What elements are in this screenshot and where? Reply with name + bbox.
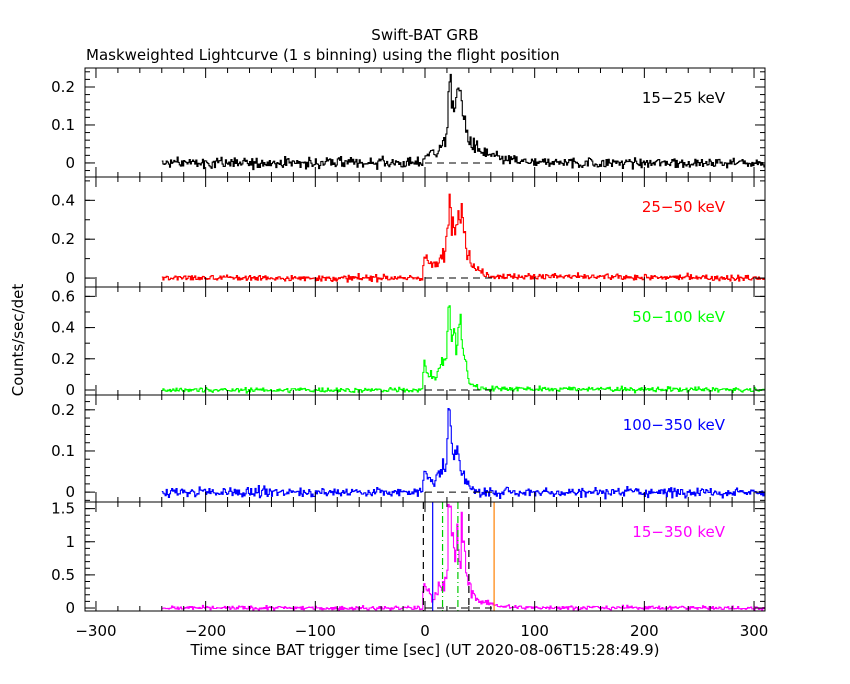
panel-4: 0 0.5 1 1.5 15−350 keV [51,500,766,617]
chart-title: Swift-BAT GRB [371,26,478,44]
x-axis-label: Time since BAT trigger time [sec] (UT 20… [190,641,660,659]
y-tick-label: 0.1 [51,442,75,460]
y-tick-label: 0.2 [51,401,75,419]
panel-frame [84,67,766,178]
y-tick-label: 1.5 [51,500,75,518]
band-label: 15−350 keV [632,523,725,541]
y-tick-label: 0.4 [51,191,75,209]
y-tick-label: 1 [65,533,75,551]
x-tick-label: 0 [420,622,430,640]
y-axis-label: Counts/sec/det [9,284,27,397]
panel-3: 0 0.1 0.2 100−350 keV [51,394,766,503]
y-tick-label: 0.6 [51,287,75,305]
band-label: 100−350 keV [623,416,726,434]
x-tick-label: 100 [520,622,549,640]
y-tick-label: 0 [65,381,75,399]
panel-2: 0 0.2 0.4 0.6 50−100 keV [51,286,766,399]
band-label: 50−100 keV [632,308,725,326]
y-tick-label: 0 [65,599,75,617]
y-tick-label: 0.1 [51,116,75,134]
panel-0: 0 0.1 0.2 15−25 keV [51,67,766,178]
series-line-15-350-keV [161,503,765,611]
series-line-15-25-keV [161,73,765,171]
y-tick-label: 0 [65,269,75,287]
y-tick-label: 0.4 [51,319,75,337]
x-tick-label: −100 [295,622,336,640]
x-tick-label: 300 [740,622,769,640]
x-tick-label: −200 [185,622,226,640]
y-tick-label: 0.2 [51,350,75,368]
series-line-50-100-keV [161,305,765,394]
panel-frame [84,286,766,396]
panel-frame [84,176,766,288]
panel-frame [84,394,766,503]
x-tick-label: 200 [630,622,659,640]
band-label: 15−25 keV [642,89,726,107]
chart-subtitle: Maskweighted Lightcurve (1 s binning) us… [86,46,560,64]
y-tick-label: 0.2 [51,78,75,96]
y-tick-label: 0 [65,483,75,501]
y-tick-label: 0 [65,154,75,172]
y-tick-label: 0.2 [51,230,75,248]
series-line-100-350-keV [161,408,765,500]
series-line-25-50-keV [161,193,765,283]
band-label: 25−50 keV [642,198,726,216]
x-tick-label: −300 [75,622,116,640]
panel-frame [84,501,766,612]
panel-1: 0 0.2 0.4 25−50 keV [51,176,766,288]
y-tick-label: 0.5 [51,566,75,584]
